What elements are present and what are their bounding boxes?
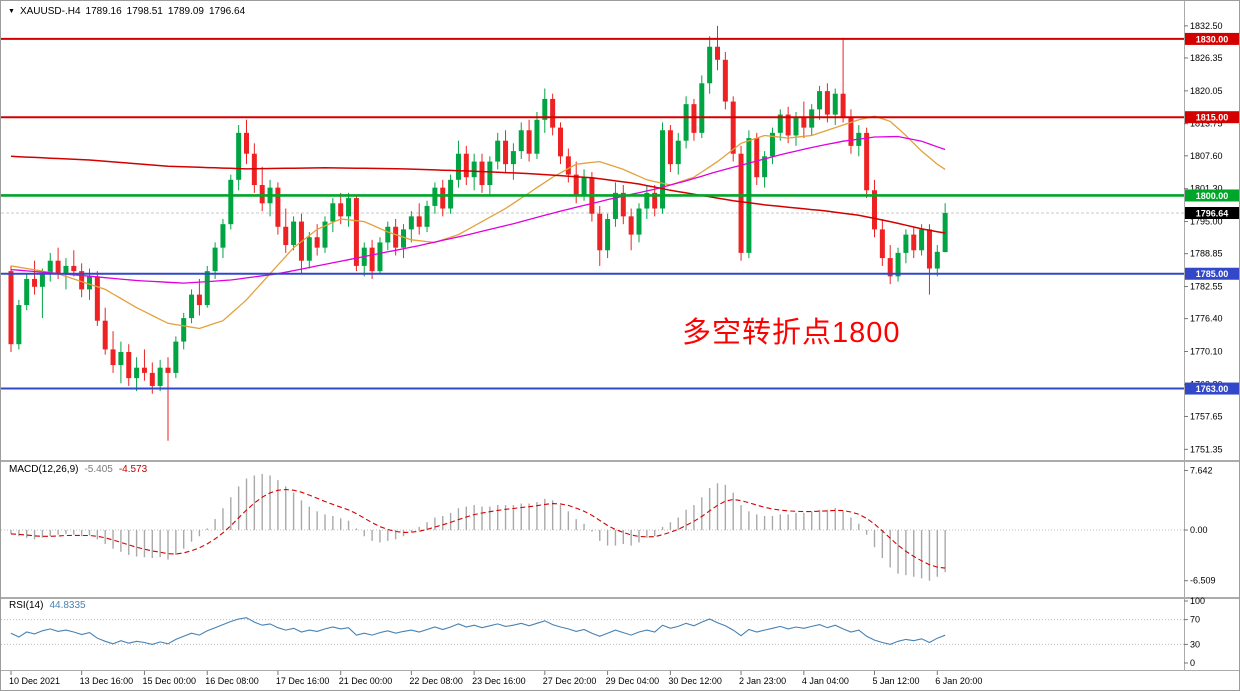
ma-line-fast-orange [10, 115, 946, 330]
chart-title-bar: ▼ XAUUSD-.H4 1789.16 1798.51 1789.09 1796.64 [8, 6, 245, 17]
current-price-tag: 1796.64 [1185, 207, 1239, 220]
svg-text:1757.65: 1757.65 [1190, 411, 1223, 421]
svg-text:1801.30: 1801.30 [1190, 184, 1223, 194]
macd-signal-value: -4.573 [118, 464, 148, 475]
price-tag-1815.00: 1815.00 [1185, 111, 1239, 124]
svg-text:100: 100 [1190, 596, 1205, 606]
svg-text:1826.35: 1826.35 [1190, 53, 1223, 63]
rsi-value: 44.8335 [49, 600, 86, 611]
time-axis[interactable]: 10 Dec 2021 13 Dec 16:00 15 Dec 00:00 16 De… [9, 671, 982, 686]
svg-text:1776.40: 1776.40 [1190, 314, 1223, 324]
rsi-pane: 100 70 30 0 [1, 596, 1205, 668]
svg-text:0.00: 0.00 [1190, 525, 1208, 535]
svg-text:1770.10: 1770.10 [1190, 347, 1223, 357]
svg-text:-6.509: -6.509 [1190, 576, 1216, 586]
svg-text:27 Dec 20:00: 27 Dec 20:00 [543, 676, 597, 686]
svg-text:13 Dec 16:00: 13 Dec 16:00 [80, 676, 134, 686]
svg-text:1795.00: 1795.00 [1190, 217, 1223, 227]
svg-text:1796.64: 1796.64 [1196, 209, 1229, 219]
price-tag-1785.00: 1785.00 [1185, 267, 1239, 280]
price-tag-1800.00: 1800.00 [1185, 189, 1239, 202]
svg-text:15 Dec 00:00: 15 Dec 00:00 [142, 676, 196, 686]
macd-histogram [10, 473, 946, 581]
svg-text:1807.60: 1807.60 [1190, 151, 1223, 161]
one-click-trading-arrow-icon[interactable]: ▼ [8, 8, 15, 15]
svg-text:1785.00: 1785.00 [1196, 269, 1229, 279]
svg-text:16 Dec 08:00: 16 Dec 08:00 [205, 676, 259, 686]
pane-separators[interactable] [1, 460, 1240, 671]
svg-text:1800.00: 1800.00 [1196, 191, 1229, 201]
annotation-text[interactable]: 多空转折点1800 [682, 317, 901, 349]
rsi-line [10, 617, 946, 645]
price-tag-1763.00: 1763.00 [1185, 382, 1239, 395]
ma-line-medium-magenta [10, 135, 946, 284]
svg-text:1832.50: 1832.50 [1190, 21, 1223, 31]
svg-text:1788.85: 1788.85 [1190, 249, 1223, 259]
svg-text:17 Dec 16:00: 17 Dec 16:00 [276, 676, 330, 686]
svg-text:23 Dec 16:00: 23 Dec 16:00 [472, 676, 526, 686]
price-axis[interactable]: 1832.50 1826.35 1820.05 1813.75 1807.60 1801.… [1184, 1, 1223, 670]
svg-text:10 Dec 2021: 10 Dec 2021 [9, 676, 60, 686]
macd-main-value: -5.405 [84, 464, 113, 475]
svg-text:70: 70 [1190, 615, 1200, 625]
svg-text:2 Jan 23:00: 2 Jan 23:00 [739, 676, 786, 686]
low-value: 1789.09 [167, 6, 204, 17]
svg-text:29 Dec 04:00: 29 Dec 04:00 [606, 676, 660, 686]
svg-text:1830.00: 1830.00 [1196, 34, 1229, 44]
svg-text:5 Jan 12:00: 5 Jan 12:00 [873, 676, 920, 686]
close-value: 1796.64 [208, 6, 246, 17]
ma-line-slow-red [10, 155, 946, 234]
macd-name: MACD(12,26,9) [9, 464, 79, 475]
high-value: 1798.51 [126, 6, 163, 17]
symbol-timeframe-label: XAUUSD-.H4 [19, 6, 81, 17]
open-value: 1789.16 [85, 6, 122, 17]
candlestick-series [8, 25, 948, 441]
svg-text:7.642: 7.642 [1190, 465, 1213, 475]
horizontal-level-lines[interactable] [1, 37, 1184, 390]
svg-text:1751.35: 1751.35 [1190, 444, 1223, 454]
svg-text:4 Jan 04:00: 4 Jan 04:00 [802, 676, 849, 686]
svg-text:22 Dec 08:00: 22 Dec 08:00 [409, 676, 463, 686]
svg-text:30 Dec 12:00: 30 Dec 12:00 [668, 676, 722, 686]
svg-text:0: 0 [1190, 658, 1195, 668]
macd-indicator-label: MACD(12,26,9) -5.405 -4.573 [9, 464, 147, 475]
svg-text:21 Dec 00:00: 21 Dec 00:00 [339, 676, 393, 686]
rsi-indicator-label: RSI(14) 44.8335 [9, 600, 86, 611]
rsi-name: RSI(14) [9, 600, 44, 611]
svg-text:6 Jan 20:00: 6 Jan 20:00 [935, 676, 982, 686]
svg-text:30: 30 [1190, 639, 1200, 649]
svg-text:1782.55: 1782.55 [1190, 282, 1223, 292]
svg-text:1813.75: 1813.75 [1190, 119, 1223, 129]
svg-text:1763.00: 1763.00 [1196, 384, 1229, 394]
price-tag-1830.00: 1830.00 [1185, 32, 1239, 45]
svg-text:1815.00: 1815.00 [1196, 113, 1229, 123]
svg-text:1820.05: 1820.05 [1190, 86, 1223, 96]
